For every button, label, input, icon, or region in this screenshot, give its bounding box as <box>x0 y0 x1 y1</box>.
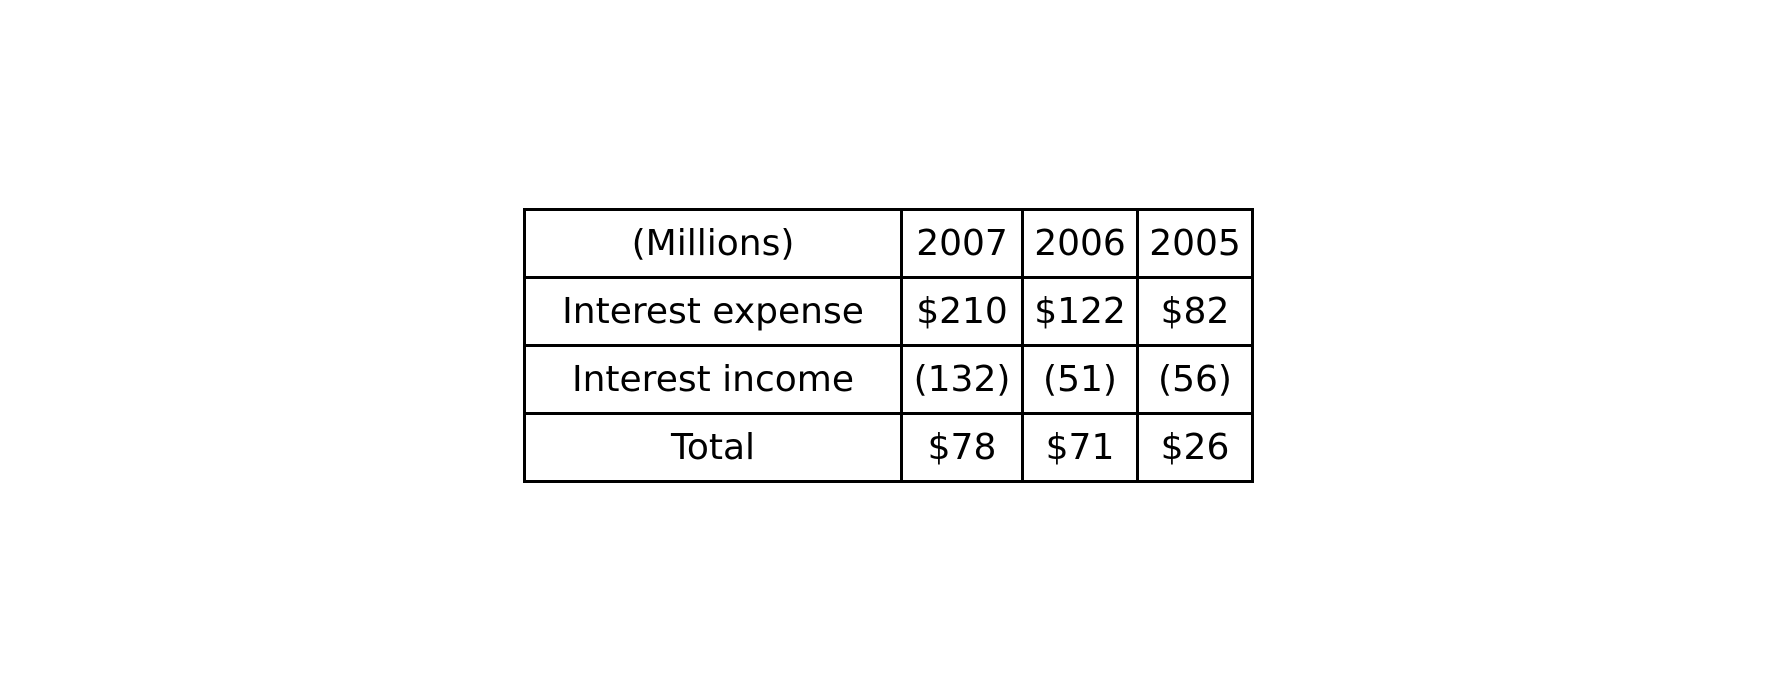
row-label: Interest income <box>523 344 903 415</box>
header-cell-units: (Millions) <box>523 208 903 279</box>
cell-value: (51) <box>1021 344 1139 415</box>
row-label: Total <box>523 412 903 483</box>
cell-value: $26 <box>1136 412 1254 483</box>
cell-value: $122 <box>1021 276 1139 347</box>
cell-value: (132) <box>900 344 1024 415</box>
row-label: Interest expense <box>523 276 903 347</box>
header-cell-2007: 2007 <box>900 208 1024 279</box>
cell-value: $82 <box>1136 276 1254 347</box>
header-cell-2006: 2006 <box>1021 208 1139 279</box>
table-row-total: Total $78 $71 $26 <box>523 412 1254 483</box>
interest-table: (Millions) 2007 2006 2005 Interest expen… <box>523 208 1254 483</box>
table-row-interest-expense: Interest expense $210 $122 $82 <box>523 276 1254 347</box>
cell-value: $71 <box>1021 412 1139 483</box>
cell-value: $210 <box>900 276 1024 347</box>
cell-value: $78 <box>900 412 1024 483</box>
cell-value: (56) <box>1136 344 1254 415</box>
table-header-row: (Millions) 2007 2006 2005 <box>523 208 1254 279</box>
table-row-interest-income: Interest income (132) (51) (56) <box>523 344 1254 415</box>
header-cell-2005: 2005 <box>1136 208 1254 279</box>
